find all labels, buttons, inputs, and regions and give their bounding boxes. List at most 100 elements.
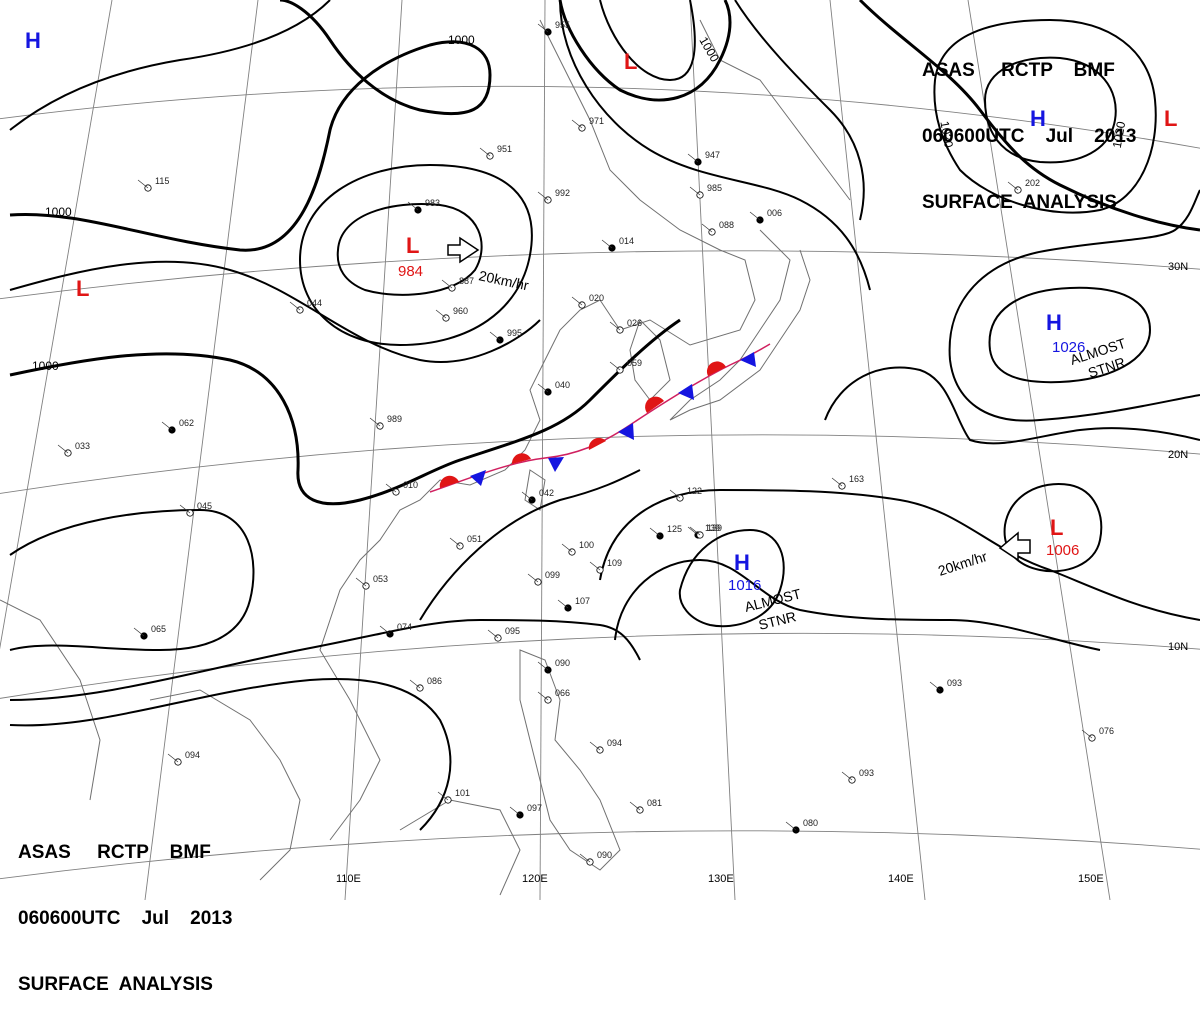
station-wind-barb (537, 23, 549, 33)
isobar-1020-outer (948, 189, 1200, 361)
isobar-992 (298, 163, 533, 347)
isobar-1012-south-outer (614, 558, 1101, 651)
station-plot: 094 (167, 750, 200, 766)
station-plot: 985 (689, 183, 722, 199)
station-wind-barb (537, 661, 549, 671)
isobar-1004-ne (734, 0, 865, 221)
station-wind-barb (831, 477, 843, 487)
station-wind-barb (571, 119, 583, 129)
title-bottom-line1: ASAS RCTP BMF (18, 842, 211, 863)
isobar-1008-south-east (599, 488, 1200, 621)
isobar-1000-ne (558, 0, 732, 102)
station-wind-barb (527, 573, 539, 583)
station-pressure: 094 (607, 738, 622, 748)
station-pressure: 088 (719, 220, 734, 230)
isobar-996-north (9, 0, 331, 131)
station-plot: 093 (841, 768, 874, 784)
front-warm-4 (645, 396, 664, 413)
station-plot: 093 (929, 678, 962, 694)
center-h-1026: H (1046, 310, 1062, 335)
station-pressure: 090 (555, 658, 570, 668)
parallel-40n (0, 85, 1200, 149)
station-wind-barb (133, 627, 145, 637)
isobar-1012-south (678, 528, 785, 628)
station-wind-barb (687, 153, 699, 163)
title-top-line3: SURFACE ANALYSIS (922, 192, 1117, 213)
station-plot: 101 (437, 788, 470, 804)
value-984: 984 (398, 263, 423, 280)
isobar-north-trough (559, 0, 871, 291)
meridian-100e (144, 0, 259, 900)
center-l-1006: L (1050, 515, 1063, 540)
parallel-0 (0, 830, 1200, 880)
station-plot: 094 (589, 738, 622, 754)
isobars (9, 0, 1200, 831)
center-h-1016: H (734, 550, 750, 575)
station-pressure: 033 (75, 441, 90, 451)
station-wind-barb (561, 543, 573, 553)
station-plot: 088 (701, 220, 734, 236)
station-wind-barb (449, 537, 461, 547)
meridian-140e (829, 0, 926, 900)
station-pressure: 090 (597, 850, 612, 860)
station-wind-barb (289, 301, 301, 311)
lon-label-110e: 110E (336, 873, 361, 885)
station-plot: 076 (1081, 726, 1114, 742)
front-cold-2 (548, 457, 564, 472)
station-plot: 995 (489, 328, 522, 344)
station-pressure: 040 (555, 380, 570, 390)
station-pressure: 122 (687, 486, 702, 496)
station-pressure: 044 (307, 298, 322, 308)
station-plot: 065 (133, 624, 166, 640)
title-bottom-line2: 060600UTC Jul 2013 (18, 908, 233, 929)
station-wind-barb (487, 629, 499, 639)
station-plot: 051 (449, 534, 482, 550)
station-wind-barb (179, 504, 191, 514)
station-pressure: 099 (545, 570, 560, 580)
parallel-20n (0, 434, 1200, 494)
station-wind-barb (689, 526, 701, 536)
coast-india (0, 599, 101, 801)
station-wind-barb (1081, 729, 1093, 739)
station-wind-barb (379, 625, 391, 635)
map-title-bottom: ASAS RCTP BMF 060600UTC Jul 2013 SURFACE… (18, 798, 232, 1018)
coast-russia (699, 19, 851, 201)
station-pressure: 107 (575, 596, 590, 606)
station-pressure: 947 (705, 150, 720, 160)
isobar-1004-mid (419, 469, 641, 621)
station-wind-barb (537, 383, 549, 393)
isobar-north-l (599, 0, 696, 82)
meridian-130e (689, 0, 736, 900)
isobar-1012-far-south (9, 678, 452, 831)
station-plot: 955 (537, 20, 570, 36)
station-observations: 955 971 951 947 985 992 014 020 026 040 059 088 006 2… (57, 20, 1114, 866)
station-plot: 960 (435, 306, 468, 322)
isobar-label-6: 1020 (1110, 120, 1128, 149)
station-pressure: 139 (707, 523, 722, 533)
station-plot: 139 (689, 523, 722, 539)
station-plot: 992 (537, 188, 570, 204)
station-pressure: 066 (555, 688, 570, 698)
center-l-984: L (406, 233, 419, 258)
station-wind-barb (407, 201, 419, 211)
station-plot: 059 (609, 358, 642, 374)
station-pressure: 983 (425, 198, 440, 208)
station-wind-barb (537, 691, 549, 701)
pressure-values: 984 1026 1016 1006 (398, 263, 1085, 594)
station-wind-barb (509, 806, 521, 816)
station-pressure: 101 (455, 788, 470, 798)
station-pressure: 989 (387, 414, 402, 424)
meridian-150e (967, 0, 1111, 900)
station-wind-barb (601, 239, 613, 249)
station-plot: 033 (57, 441, 90, 457)
station-plot: 115 (137, 176, 169, 192)
front-warm-5 (706, 361, 726, 376)
station-plot: 202 (1007, 178, 1040, 194)
isobar-1008-l-1006 (1003, 483, 1103, 573)
station-pressure: 065 (151, 624, 166, 634)
station-plot: 163 (831, 474, 864, 490)
coast-japan (669, 229, 811, 421)
longitude-labels: 110E 120E 130E 140E 150E (336, 873, 1104, 885)
station-pressure: 955 (555, 20, 570, 30)
center-l-north: L (624, 49, 637, 74)
